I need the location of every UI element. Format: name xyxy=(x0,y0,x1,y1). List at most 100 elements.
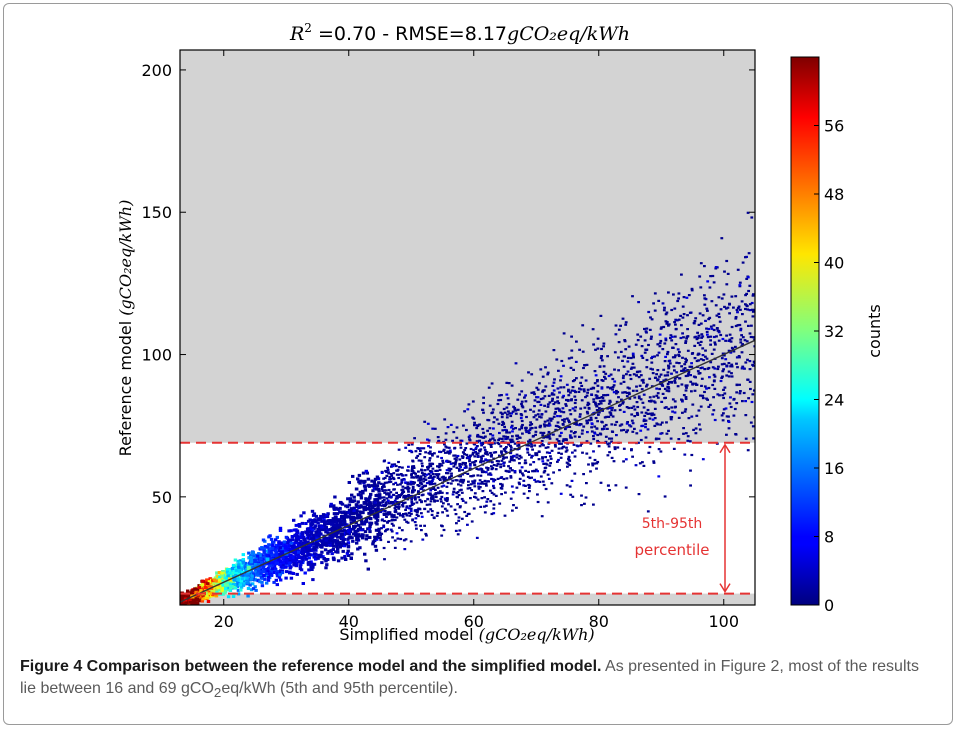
density-bin xyxy=(246,587,251,590)
density-bin xyxy=(404,474,408,477)
density-bin xyxy=(239,563,244,567)
density-bin xyxy=(457,516,461,519)
density-bin xyxy=(262,573,266,577)
density-bin xyxy=(752,360,755,363)
density-bin xyxy=(547,477,551,480)
density-bin xyxy=(383,491,386,494)
density-bin xyxy=(443,507,447,510)
density-bin xyxy=(403,548,407,551)
density-bin xyxy=(440,534,444,537)
density-bin xyxy=(514,427,517,430)
density-bin xyxy=(728,312,731,315)
density-bin xyxy=(324,526,328,530)
density-bin xyxy=(499,463,502,466)
density-bin xyxy=(725,433,728,436)
density-bin xyxy=(429,508,433,511)
density-bin xyxy=(596,420,599,423)
density-bin xyxy=(608,489,611,492)
density-bin xyxy=(466,408,470,411)
density-bin xyxy=(544,385,548,388)
density-bin xyxy=(294,523,298,527)
density-bin xyxy=(474,496,478,499)
density-bin xyxy=(439,498,443,501)
title-r-exp: 2 xyxy=(304,21,312,35)
density-bin xyxy=(259,573,263,577)
density-bin xyxy=(457,494,461,497)
density-bin xyxy=(440,464,444,467)
density-bin xyxy=(250,574,254,578)
density-bin xyxy=(720,414,724,417)
density-bin xyxy=(658,342,662,345)
density-bin xyxy=(608,437,611,440)
density-bin xyxy=(433,452,436,455)
density-bin xyxy=(425,482,429,485)
density-bin xyxy=(565,383,569,386)
density-bin xyxy=(474,451,477,454)
density-bin xyxy=(406,498,410,501)
density-bin xyxy=(744,437,748,440)
density-bin xyxy=(407,443,411,446)
density-bin xyxy=(614,324,618,327)
density-bin xyxy=(717,339,721,342)
density-bin xyxy=(707,318,711,321)
density-bin xyxy=(477,449,481,452)
density-bin xyxy=(420,469,424,472)
density-bin xyxy=(422,480,426,483)
density-bin xyxy=(486,468,490,471)
density-bin xyxy=(509,446,513,449)
density-bin xyxy=(435,514,439,517)
density-bin xyxy=(190,601,194,605)
density-bin xyxy=(725,374,729,377)
density-bin xyxy=(492,480,495,483)
density-bin xyxy=(365,534,369,538)
density-bin xyxy=(734,316,738,319)
density-bin xyxy=(595,380,599,383)
density-bin xyxy=(508,412,512,415)
density-bin xyxy=(358,526,362,530)
density-bin xyxy=(678,377,682,380)
density-bin xyxy=(398,466,401,469)
density-bin xyxy=(272,563,277,567)
density-bin xyxy=(351,515,355,519)
density-bin xyxy=(463,463,467,466)
density-bin xyxy=(461,481,465,484)
density-bin xyxy=(225,581,229,585)
density-bin xyxy=(285,541,289,545)
density-bin xyxy=(335,545,339,549)
density-bin xyxy=(380,496,384,499)
density-bin xyxy=(312,527,316,530)
density-bin xyxy=(655,373,658,376)
density-bin xyxy=(508,460,512,463)
density-bin xyxy=(481,408,484,411)
density-bin xyxy=(483,446,486,449)
density-bin xyxy=(283,544,287,548)
density-bin xyxy=(696,331,699,334)
density-bin xyxy=(217,580,221,584)
density-bin xyxy=(285,561,289,565)
density-bin xyxy=(379,534,382,537)
density-bin xyxy=(745,305,749,308)
density-bin xyxy=(484,435,487,438)
density-bin xyxy=(723,270,726,273)
density-bin xyxy=(748,332,752,335)
density-bin xyxy=(689,380,693,383)
density-bin xyxy=(675,319,679,322)
density-bin xyxy=(602,427,606,430)
density-bin xyxy=(488,404,492,407)
density-bin xyxy=(431,477,435,481)
density-bin xyxy=(594,374,598,377)
density-bin xyxy=(337,526,342,530)
density-bin xyxy=(647,343,650,347)
density-bin xyxy=(468,460,471,463)
density-bin xyxy=(417,507,420,510)
density-bin xyxy=(510,384,514,387)
density-bin xyxy=(490,512,494,516)
density-bin xyxy=(551,384,555,387)
density-bin xyxy=(491,461,494,464)
density-bin xyxy=(486,429,489,432)
density-bin xyxy=(693,357,697,360)
density-bin xyxy=(693,320,697,323)
density-bin xyxy=(716,393,720,396)
density-bin xyxy=(534,468,538,471)
density-bin xyxy=(421,493,425,496)
